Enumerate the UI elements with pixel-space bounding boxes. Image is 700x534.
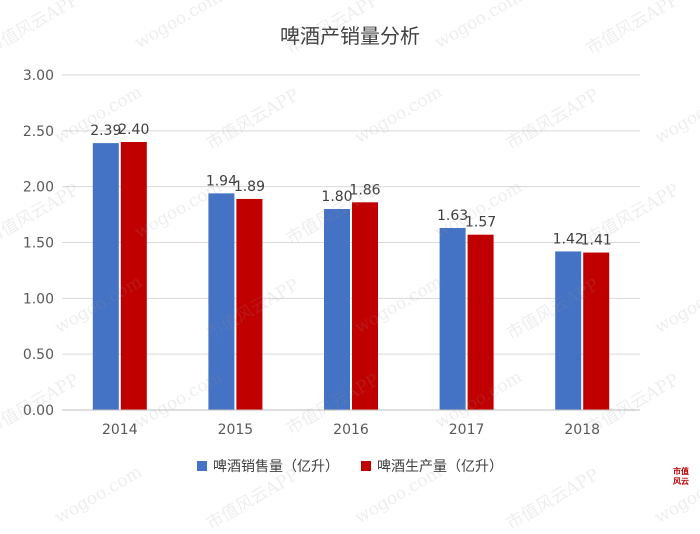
- brand-logo: 市值 风云: [673, 467, 689, 486]
- y-tick-label: 2.00: [23, 180, 54, 196]
- chart-title: 啤酒产销量分析: [280, 24, 420, 48]
- y-tick-label: 1.00: [23, 291, 54, 307]
- data-label: 1.80: [321, 189, 352, 205]
- bar: [208, 193, 235, 410]
- y-tick-label: 3.00: [23, 68, 54, 84]
- legend: 啤酒销售量（亿升） 啤酒生产量（亿升）: [0, 456, 700, 476]
- legend-item-sales: 啤酒销售量（亿升）: [197, 456, 339, 476]
- bar: [324, 209, 350, 410]
- legend-swatch-production: [361, 461, 371, 471]
- chart-plot: 0.00 0.50 1.00 1.50 2.00 2.50 3.00 2.392.40 2014…: [23, 68, 640, 438]
- legend-item-production: 啤酒生产量（亿升）: [361, 456, 503, 476]
- legend-label-production: 啤酒生产量（亿升）: [377, 459, 503, 475]
- x-tick-label: 2014: [102, 422, 138, 438]
- y-tick-label: 0.00: [23, 403, 54, 419]
- legend-label-sales: 啤酒销售量（亿升）: [213, 459, 339, 475]
- bar: [439, 227, 466, 410]
- x-tick-label: 2015: [218, 422, 254, 438]
- bar: [555, 251, 582, 410]
- bar: [352, 202, 378, 410]
- y-tick-label: 1.50: [23, 236, 54, 252]
- data-label: 2.40: [118, 122, 149, 138]
- x-tick-label: 2018: [564, 422, 600, 438]
- data-label: 1.86: [349, 182, 380, 198]
- x-tick-label: 2016: [333, 422, 369, 438]
- data-label: 1.41: [581, 233, 612, 249]
- data-label: 1.63: [437, 208, 468, 224]
- data-label: 1.42: [553, 231, 584, 247]
- bar: [583, 252, 610, 410]
- y-tick-label: 2.50: [23, 124, 54, 140]
- data-label: 1.89: [234, 179, 265, 195]
- data-label: 1.57: [465, 215, 496, 231]
- bar: [92, 143, 119, 410]
- y-tick-label: 0.50: [23, 347, 54, 363]
- x-tick-label: 2017: [449, 422, 485, 438]
- data-label: 1.94: [206, 173, 237, 189]
- legend-swatch-sales: [197, 461, 207, 471]
- data-label: 2.39: [90, 123, 121, 139]
- bar: [236, 198, 263, 410]
- bar: [120, 142, 147, 410]
- bar: [467, 234, 494, 410]
